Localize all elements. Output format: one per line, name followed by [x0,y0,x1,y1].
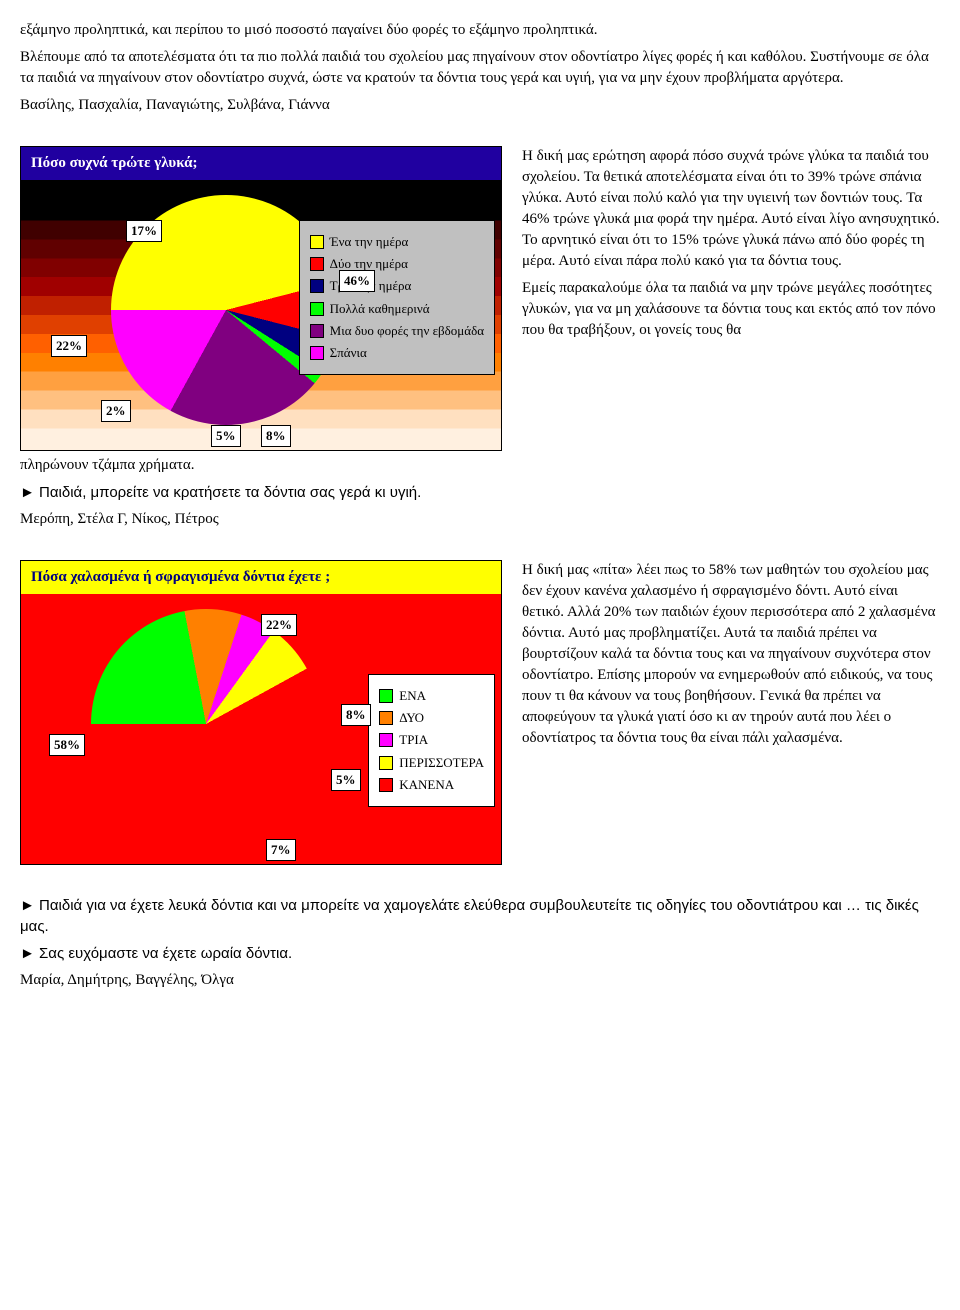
legend-swatch [379,733,393,747]
chart1-container: Πόσο συχνά τρώτε γλυκά; Ένα την ημέρα Δύο… [20,146,502,451]
pie-percent-label: 17% [126,220,162,242]
pie-percent-label: 58% [49,734,85,756]
chart2-title: Πόσα χαλασμένα ή σφραγισμένα δόντια έχετ… [21,561,501,594]
para2-block: Η δική μας «πίτα» λέει πως το 58% των μα… [522,560,940,755]
legend-row: ΤΡΙΑ [379,731,484,749]
legend-swatch [310,235,324,249]
chart2-legend: ΕΝΑ ΔΥΟ ΤΡΙΑ ΠΕΡΙΣΣΟΤΕΡΑ ΚΑΝΕΝΑ [368,674,495,807]
legend-label: Μια δυο φορές την εβδομάδα [330,322,484,340]
chart1-body: Ένα την ημέρα Δύο την ημέρα Τρία την ημέρα… [21,180,501,450]
chart2-body: ΕΝΑ ΔΥΟ ΤΡΙΑ ΠΕΡΙΣΣΟΤΕΡΑ ΚΑΝΕΝΑ 22% 8% 5% 7% 58% [21,594,501,864]
legend-label: ΠΕΡΙΣΣΟΤΕΡΑ [399,754,484,772]
below1-cont: πληρώνουν τζάμπα χρήματα. [20,455,940,476]
below1: πληρώνουν τζάμπα χρήματα. ► Παιδιά, μπορ… [20,455,940,530]
para1-text2: Εμείς παρακαλούμε όλα τα παιδιά να μην τ… [522,278,940,341]
row-chart2: Πόσα χαλασμένα ή σφραγισμένα δόντια έχετ… [20,560,940,865]
legend-swatch [310,279,324,293]
legend-row: Δύο την ημέρα [310,255,484,273]
legend-label: Ένα την ημέρα [330,233,409,251]
footer-authors: Μαρία, Δημήτρης, Βαγγέλης, Όλγα [20,970,940,991]
chart2-container: Πόσα χαλασμένα ή σφραγισμένα δόντια έχετ… [20,560,502,865]
row-chart1: Πόσο συχνά τρώτε γλυκά; Ένα την ημέρα Δύο… [20,146,940,451]
legend-swatch [379,711,393,725]
legend-swatch [310,346,324,360]
legend-swatch [310,257,324,271]
legend-row: Σπάνια [310,344,484,362]
legend-swatch [310,302,324,316]
legend-label: ΤΡΙΑ [399,731,428,749]
intro-line2: Βλέπουμε από τα αποτελέσματα ότι τα πιο … [20,47,940,89]
chart1-legend: Ένα την ημέρα Δύο την ημέρα Τρία την ημέρα… [299,220,495,375]
pie-percent-label: 46% [339,270,375,292]
legend-row: Ένα την ημέρα [310,233,484,251]
legend-swatch [379,689,393,703]
legend-row: Πολλά καθημερινά [310,300,484,318]
chart2-block: Πόσα χαλασμένα ή σφραγισμένα δόντια έχετ… [20,560,502,865]
legend-row: Τρία την ημέρα [310,277,484,295]
legend-label: ΕΝΑ [399,687,426,705]
intro-block: εξάμηνο προληπτικά, και περίπου το μισό … [20,20,940,116]
legend-label: Σπάνια [330,344,367,362]
para1-text1: Η δική μας ερώτηση αφορά πόσο συχνά τρών… [522,146,940,272]
pie-percent-label: 7% [266,839,296,861]
pie-percent-label: 22% [51,335,87,357]
pie-percent-label: 22% [261,614,297,636]
legend-label: ΔΥΟ [399,709,424,727]
legend-label: ΚΑΝΕΝΑ [399,776,454,794]
intro-authors: Βασίλης, Πασχαλία, Παναγιώτης, Συλβάνα, … [20,95,940,116]
legend-row: ΚΑΝΕΝΑ [379,776,484,794]
below1-bullet: ► Παιδιά, μπορείτε να κρατήσετε τα δόντι… [20,482,940,503]
intro-line1: εξάμηνο προληπτικά, και περίπου το μισό … [20,20,940,41]
pie-percent-label: 8% [261,425,291,447]
below1-authors: Μερόπη, Στέλα Γ, Νίκος, Πέτρος [20,509,940,530]
pie-percent-label: 8% [341,704,371,726]
footer-b2: ► Σας ευχόμαστε να έχετε ωραία δόντια. [20,943,940,964]
legend-row: Μια δυο φορές την εβδομάδα [310,322,484,340]
pie-percent-label: 5% [331,769,361,791]
pie-percent-label: 5% [211,425,241,447]
legend-row: ΔΥΟ [379,709,484,727]
legend-swatch [310,324,324,338]
legend-label: Πολλά καθημερινά [330,300,430,318]
chart1-title: Πόσο συχνά τρώτε γλυκά; [21,147,501,180]
legend-swatch [379,756,393,770]
legend-row: ΠΕΡΙΣΣΟΤΕΡΑ [379,754,484,772]
legend-row: ΕΝΑ [379,687,484,705]
chart1-block: Πόσο συχνά τρώτε γλυκά; Ένα την ημέρα Δύο… [20,146,502,451]
footer-block: ► Παιδιά για να έχετε λευκά δόντια και ν… [20,895,940,991]
pie-percent-label: 2% [101,400,131,422]
legend-swatch [379,778,393,792]
footer-b1: ► Παιδιά για να έχετε λευκά δόντια και ν… [20,895,940,937]
para2-text: Η δική μας «πίτα» λέει πως το 58% των μα… [522,560,940,749]
para1-block: Η δική μας ερώτηση αφορά πόσο συχνά τρών… [522,146,940,347]
chart2-pie [91,609,321,839]
